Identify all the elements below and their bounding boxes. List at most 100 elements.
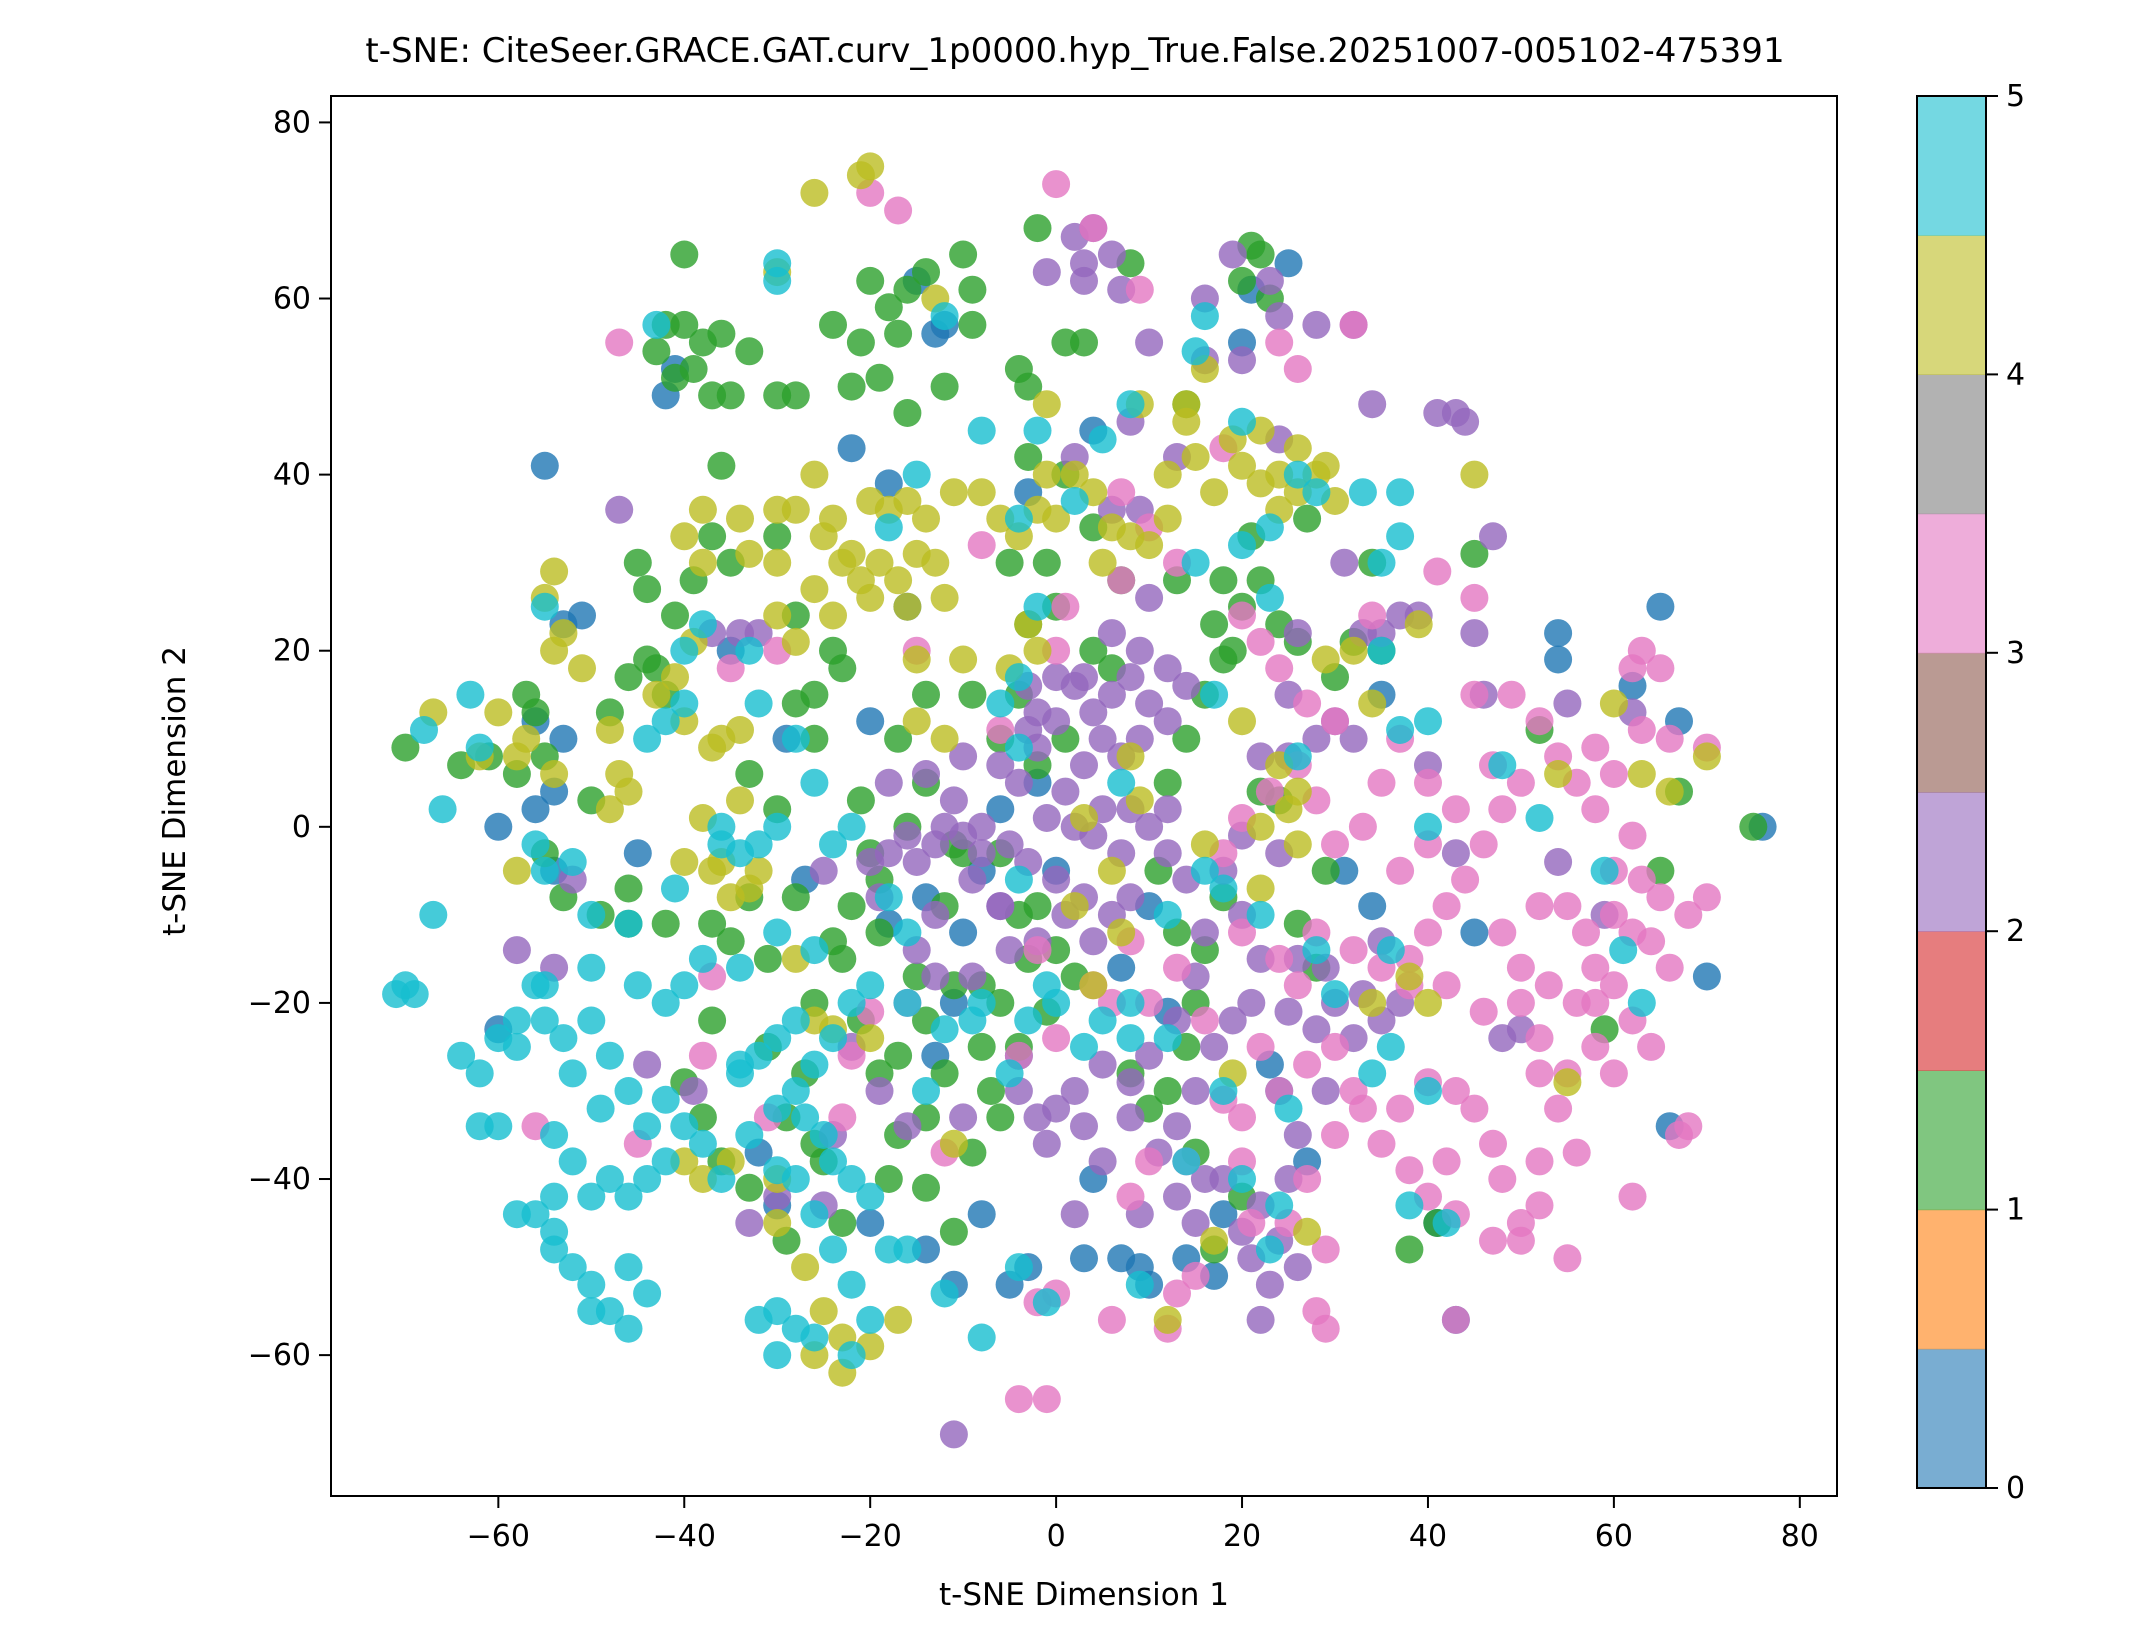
scatter-point-class-2 bbox=[1302, 1015, 1331, 1044]
scatter-point-class-2 bbox=[1097, 240, 1126, 269]
scatter-point-class-3 bbox=[1339, 936, 1368, 965]
scatter-point-class-1 bbox=[1032, 548, 1061, 577]
scatter-point-class-3 bbox=[1414, 768, 1442, 797]
scatter-point-class-3 bbox=[1627, 716, 1656, 744]
scatter-point-class-5 bbox=[614, 1253, 643, 1282]
scatter-point-class-4 bbox=[1181, 443, 1210, 471]
scatter-point-class-5 bbox=[726, 839, 754, 868]
scatter-point-class-1 bbox=[707, 451, 736, 480]
scatter-point-class-4 bbox=[1358, 988, 1387, 1017]
scatter-point-class-2 bbox=[1070, 266, 1098, 295]
scatter-point-class-3 bbox=[1497, 680, 1526, 709]
x-tick-label: 0 bbox=[1047, 1519, 1066, 1554]
scatter-point-class-5 bbox=[1116, 390, 1145, 419]
scatter-point-class-5 bbox=[456, 680, 485, 709]
scatter-point-class-1 bbox=[856, 266, 885, 295]
scatter-point-class-1 bbox=[967, 1032, 996, 1061]
y-tick-label: 80 bbox=[273, 105, 311, 140]
scatter-point-class-3 bbox=[1479, 1226, 1507, 1255]
colorbar-segment bbox=[1917, 652, 1986, 793]
colorbar-segment bbox=[1917, 1209, 1986, 1350]
scatter-point-class-2 bbox=[1302, 724, 1331, 753]
scatter-point-class-5 bbox=[670, 1112, 699, 1141]
scatter-point-class-5 bbox=[1386, 478, 1415, 507]
scatter-point-class-5 bbox=[1321, 980, 1349, 1009]
scatter-point-class-5 bbox=[819, 830, 847, 859]
scatter-point-class-3 bbox=[1506, 768, 1535, 797]
scatter-point-class-5 bbox=[633, 724, 662, 753]
scatter-point-class-5 bbox=[1190, 302, 1219, 331]
scatter-point-class-4 bbox=[1070, 804, 1098, 832]
scatter-point-class-3 bbox=[1107, 566, 1136, 595]
scatter-point-class-1 bbox=[735, 1173, 764, 1202]
scatter-point-class-1 bbox=[884, 1041, 913, 1070]
scatter-point-class-1 bbox=[884, 724, 913, 753]
scatter-point-class-1 bbox=[865, 918, 894, 947]
scatter-point-class-1 bbox=[846, 786, 875, 815]
scatter-point-class-2 bbox=[1460, 619, 1489, 648]
scatter-point-class-2 bbox=[1023, 1103, 1052, 1132]
scatter-point-class-4 bbox=[1246, 812, 1275, 841]
scatter-point-class-4 bbox=[1032, 390, 1061, 419]
scatter-point-class-1 bbox=[1079, 636, 1108, 665]
scatter-point-class-5 bbox=[763, 1341, 792, 1370]
scatter-point-class-3 bbox=[1265, 654, 1294, 683]
scatter-point-class-3 bbox=[1525, 1191, 1554, 1220]
scatter-point-class-5 bbox=[781, 1314, 810, 1343]
scatter-point-class-3 bbox=[1023, 936, 1052, 965]
scatter-point-class-3 bbox=[1423, 557, 1452, 586]
scatter-point-class-4 bbox=[1153, 1305, 1182, 1334]
scatter-point-class-1 bbox=[939, 1217, 968, 1246]
scatter-point-class-4 bbox=[1228, 451, 1256, 480]
scatter-point-class-1 bbox=[949, 240, 978, 269]
scatter-point-class-3 bbox=[828, 1103, 857, 1132]
scatter-point-class-3 bbox=[1441, 1305, 1470, 1334]
scatter-point-class-4 bbox=[819, 601, 847, 630]
scatter-point-class-2 bbox=[939, 786, 968, 815]
scatter-point-class-3 bbox=[1618, 821, 1647, 850]
scatter-point-class-2 bbox=[1246, 1305, 1275, 1334]
scatter-point-class-2 bbox=[1255, 266, 1284, 295]
scatter-point-class-4 bbox=[893, 487, 922, 515]
scatter-point-class-5 bbox=[661, 874, 689, 903]
scatter-point-class-4 bbox=[1655, 777, 1684, 806]
scatter-point-class-4 bbox=[698, 856, 727, 885]
scatter-point-class-5 bbox=[837, 1165, 866, 1193]
scatter-point-class-5 bbox=[1153, 900, 1182, 929]
scatter-point-class-5 bbox=[577, 1182, 606, 1211]
scatter-point-class-4 bbox=[763, 548, 792, 577]
scatter-point-class-5 bbox=[1228, 531, 1256, 560]
scatter-point-class-2 bbox=[1135, 812, 1164, 841]
scatter-point-class-3 bbox=[1339, 310, 1368, 339]
y-tick-label: −60 bbox=[248, 1338, 311, 1373]
scatter-point-class-4 bbox=[726, 786, 754, 815]
scatter-point-class-4 bbox=[884, 1305, 913, 1334]
scatter-point-class-2 bbox=[735, 1209, 764, 1237]
scatter-point-class-1 bbox=[623, 548, 652, 577]
scatter-point-class-1 bbox=[1153, 1077, 1182, 1105]
x-tick-label: 60 bbox=[1595, 1519, 1633, 1554]
scatter-point-class-3 bbox=[1525, 707, 1554, 736]
scatter-point-class-5 bbox=[1060, 487, 1089, 515]
scatter-point-class-2 bbox=[502, 936, 531, 965]
scatter-point-class-4 bbox=[1283, 830, 1312, 859]
scatter-point-class-3 bbox=[1599, 900, 1628, 929]
scatter-point-class-3 bbox=[986, 716, 1015, 744]
scatter-point-class-4 bbox=[595, 795, 624, 824]
scatter-point-class-5 bbox=[540, 1182, 569, 1211]
y-axis: −60 −40 −20 0 20 40 60 80 bbox=[248, 105, 331, 1373]
scatter-point-class-1 bbox=[735, 760, 764, 788]
scatter-point-class-3 bbox=[716, 654, 745, 683]
scatter-point-class-4 bbox=[800, 575, 829, 604]
scatter-point-class-3 bbox=[1321, 707, 1349, 736]
scatter-point-class-5 bbox=[781, 1165, 810, 1193]
scatter-point-class-3 bbox=[1627, 865, 1656, 894]
scatter-point-class-2 bbox=[1153, 707, 1182, 736]
scatter-point-class-4 bbox=[921, 548, 950, 577]
scatter-point-class-5 bbox=[1200, 680, 1229, 709]
scatter-point-class-1 bbox=[642, 337, 671, 366]
scatter-point-class-5 bbox=[837, 1270, 866, 1299]
scatter-point-class-4 bbox=[1097, 856, 1126, 885]
scatter-point-class-5 bbox=[763, 1024, 792, 1053]
scatter-point-class-4 bbox=[1079, 971, 1108, 1000]
